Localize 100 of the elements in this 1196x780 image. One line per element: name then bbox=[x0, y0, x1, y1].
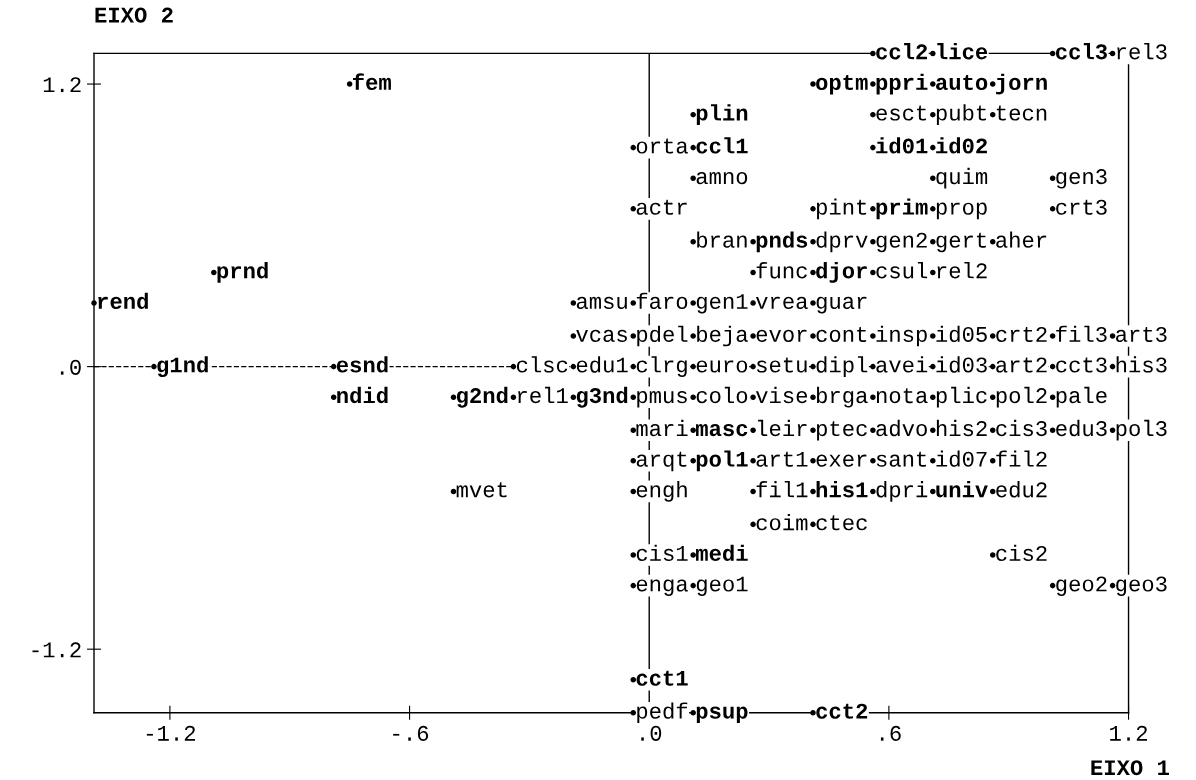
data-label: g3nd bbox=[576, 386, 628, 408]
point bbox=[870, 144, 876, 151]
data-label: mari bbox=[636, 419, 688, 437]
data-label: prop bbox=[936, 202, 987, 220]
data-label: geo2 bbox=[1056, 576, 1107, 596]
data-label: engh bbox=[636, 481, 687, 502]
data-label: g1nd bbox=[157, 356, 208, 378]
data-label: ptec bbox=[817, 421, 867, 441]
y-tick-label: 1.2 bbox=[43, 77, 81, 93]
point bbox=[450, 394, 457, 401]
data-label: fil2 bbox=[996, 450, 1047, 467]
data-label: sant bbox=[876, 451, 927, 467]
data-label: art2 bbox=[996, 357, 1047, 373]
point bbox=[930, 488, 936, 495]
point bbox=[346, 81, 353, 87]
point bbox=[330, 394, 337, 401]
data-label: coim bbox=[756, 514, 808, 531]
data-label: guar bbox=[816, 296, 867, 314]
y-tick-label: -1.2 bbox=[32, 642, 81, 658]
point bbox=[690, 427, 696, 433]
point bbox=[810, 81, 816, 87]
data-label: rel2 bbox=[937, 262, 987, 279]
data-label: id05 bbox=[936, 325, 987, 343]
data-label: avei bbox=[876, 356, 928, 373]
data-label: amno bbox=[696, 172, 748, 185]
data-label: vcas bbox=[576, 329, 627, 342]
data-label: clsc bbox=[516, 356, 568, 373]
point bbox=[91, 300, 97, 306]
data-label: dprv bbox=[816, 231, 868, 253]
data-label: geo3 bbox=[1116, 576, 1167, 596]
data-label: pol2 bbox=[996, 386, 1047, 408]
data-label: g2nd bbox=[456, 386, 508, 408]
point bbox=[989, 81, 996, 87]
data-label: rend bbox=[98, 292, 148, 309]
data-label: pdel bbox=[637, 325, 688, 347]
data-label: pint bbox=[817, 198, 867, 220]
data-label: crt3 bbox=[1056, 199, 1107, 215]
data-label: cct2 bbox=[816, 703, 868, 719]
point bbox=[690, 552, 696, 558]
data-label: quim bbox=[936, 167, 988, 189]
data-label: gert bbox=[936, 232, 986, 253]
data-label: pedf bbox=[637, 702, 688, 724]
x-tick-label: .6 bbox=[880, 725, 901, 741]
data-label: fil3 bbox=[1056, 325, 1107, 342]
point bbox=[810, 269, 816, 276]
point bbox=[870, 206, 876, 212]
point bbox=[810, 709, 816, 716]
point bbox=[810, 488, 816, 495]
data-label: arqt bbox=[636, 451, 687, 472]
data-label: faro bbox=[636, 292, 688, 309]
data-label: vrea bbox=[755, 296, 808, 309]
data-label: id02 bbox=[936, 137, 987, 154]
point bbox=[330, 363, 337, 370]
data-label: crt2 bbox=[996, 326, 1047, 342]
data-label: ndid bbox=[337, 386, 388, 404]
data-label: id07 bbox=[936, 450, 987, 467]
point bbox=[930, 144, 936, 151]
y-tick-label: .0 bbox=[60, 359, 81, 375]
point bbox=[930, 50, 936, 57]
data-label: euro bbox=[696, 360, 748, 373]
x-tick-label: -1.2 bbox=[146, 725, 195, 741]
x-axis-title: EIXO 1 bbox=[1091, 760, 1169, 776]
data-label: setu bbox=[756, 357, 807, 373]
data-label: cis2 bbox=[996, 544, 1047, 561]
data-label: tecn bbox=[996, 105, 1047, 121]
data-label: fil1 bbox=[756, 481, 808, 498]
point bbox=[151, 363, 157, 370]
data-label: edu2 bbox=[996, 481, 1047, 498]
data-label: orta bbox=[636, 138, 688, 154]
data-label: jorn bbox=[996, 73, 1047, 95]
point bbox=[211, 269, 217, 276]
data-label: actr bbox=[636, 199, 687, 215]
data-label: id03 bbox=[936, 356, 987, 373]
data-label: vise bbox=[755, 386, 808, 404]
point bbox=[1049, 50, 1056, 57]
data-label: ppri bbox=[876, 73, 928, 95]
data-label: colo bbox=[696, 386, 748, 404]
data-label: ccl1 bbox=[696, 137, 748, 154]
data-label: enga bbox=[636, 579, 688, 596]
data-label: his1 bbox=[816, 481, 868, 498]
data-label: art3 bbox=[1116, 326, 1167, 342]
data-label: auto bbox=[936, 74, 988, 91]
data-label: amsu bbox=[576, 296, 627, 309]
data-label: id01 bbox=[876, 137, 928, 154]
y-axis-title: EIXO 2 bbox=[95, 7, 173, 23]
data-label: masc bbox=[695, 423, 748, 437]
point bbox=[750, 239, 756, 245]
data-label: optm bbox=[816, 74, 868, 95]
data-label: his2 bbox=[936, 419, 987, 437]
data-label: gen2 bbox=[876, 232, 927, 253]
data-label: rel3 bbox=[1117, 43, 1167, 60]
data-label: insp bbox=[876, 325, 927, 347]
data-label: csul bbox=[876, 262, 928, 279]
data-label: gen1 bbox=[696, 294, 748, 314]
data-label: medi bbox=[695, 544, 748, 561]
data-label: lice bbox=[937, 43, 988, 60]
point bbox=[690, 709, 696, 716]
point bbox=[870, 50, 876, 57]
data-label: cct3 bbox=[1056, 357, 1107, 373]
data-label: exer bbox=[816, 454, 867, 467]
